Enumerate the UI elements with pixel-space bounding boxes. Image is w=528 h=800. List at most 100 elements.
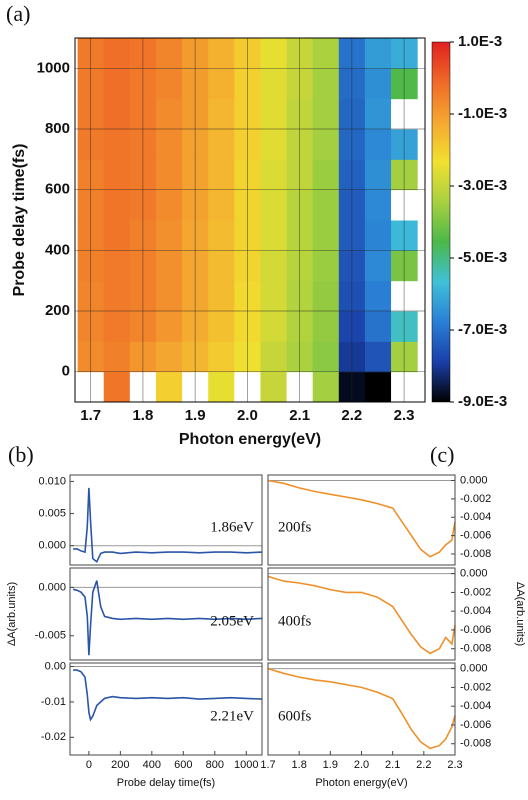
y-tick-label: -0.006 bbox=[460, 530, 491, 542]
heatmap-cell bbox=[364, 38, 392, 69]
heatmap-cell bbox=[364, 371, 392, 402]
heatmap-cell bbox=[208, 38, 235, 69]
annotation: 2.05eV bbox=[210, 613, 254, 629]
heatmap-cell bbox=[312, 159, 340, 191]
y-tick-label: 0.000 bbox=[460, 663, 488, 675]
heatmap-cell bbox=[312, 38, 340, 69]
heatmap-cell bbox=[208, 250, 235, 282]
heatmap-cell bbox=[260, 371, 288, 402]
heatmap-cell bbox=[260, 280, 288, 312]
y-tick-label: 0.000 bbox=[38, 540, 66, 552]
x-tick-label: 0 bbox=[86, 759, 92, 771]
colorbar bbox=[431, 41, 451, 403]
x-tick-label: 1.8 bbox=[132, 407, 153, 424]
heatmap-cell bbox=[312, 341, 340, 373]
heatmap-cell bbox=[103, 38, 131, 69]
y-tick-label: 0 bbox=[62, 363, 70, 380]
x-tick-label: 1.9 bbox=[323, 759, 338, 771]
x-tick-label: 2.0 bbox=[354, 759, 369, 771]
annotation: 600fs bbox=[278, 708, 311, 724]
heatmap-cell bbox=[312, 220, 340, 251]
heatmap-cell bbox=[155, 220, 183, 251]
heatmap-cell bbox=[364, 159, 392, 191]
heatmap-cell bbox=[260, 98, 288, 130]
heatmap-cell bbox=[208, 220, 235, 251]
heatmap-cell bbox=[155, 98, 183, 130]
y-tick-label: 0.005 bbox=[38, 507, 66, 519]
y-tick-label: -0.006 bbox=[460, 624, 491, 636]
heatmap-cell bbox=[103, 280, 131, 312]
y-tick-label: 0.000 bbox=[38, 581, 66, 593]
colorbar-tick-label: 1.0E-3 bbox=[458, 33, 502, 50]
heatmap-cell bbox=[312, 280, 340, 312]
heatmap-cell bbox=[155, 38, 183, 69]
y-tick-label: 0.010 bbox=[38, 475, 66, 487]
y-tick-label: -0.008 bbox=[460, 643, 491, 655]
y-tick-label: 200 bbox=[45, 302, 70, 319]
y-tick-label: -0.01 bbox=[41, 696, 66, 708]
y-tick-label: 0.00 bbox=[45, 660, 66, 672]
colorbar-tick-label: -9.0E-3 bbox=[458, 393, 507, 410]
x-axis-title: Photon energy(eV) bbox=[179, 431, 321, 448]
heatmap-cell bbox=[260, 38, 288, 69]
heatmap-cell bbox=[260, 129, 288, 160]
heatmap-cell bbox=[208, 341, 235, 373]
colorbar-tick-label: -3.0E-3 bbox=[458, 177, 507, 194]
data-line bbox=[267, 667, 456, 750]
heatmap-cell bbox=[364, 280, 392, 312]
x-tick-label: 2.1 bbox=[289, 407, 310, 424]
y-tick-label: -0.004 bbox=[460, 511, 491, 523]
heatmap-cell bbox=[364, 341, 392, 373]
heatmap-cell bbox=[155, 371, 183, 402]
x-tick-label: 1.7 bbox=[260, 759, 275, 771]
heatmap-cell bbox=[208, 159, 235, 191]
x-tick-label: 2.2 bbox=[416, 759, 431, 771]
data-line bbox=[73, 669, 263, 722]
heatmap-cell bbox=[208, 129, 235, 160]
y-tick-label: -0.002 bbox=[460, 586, 491, 598]
heatmap-cell bbox=[364, 68, 392, 100]
colorbar-tick-label: -5.0E-3 bbox=[458, 249, 507, 266]
heatmap-cell bbox=[364, 98, 392, 130]
heatmap-cell bbox=[155, 311, 183, 342]
y-axis-title: ΔA(arb.units) bbox=[6, 582, 18, 646]
heatmap-cell bbox=[103, 189, 131, 221]
colorbar-tick-label: -1.0E-3 bbox=[458, 105, 507, 122]
heatmap-cell bbox=[208, 98, 235, 130]
data-line bbox=[267, 479, 456, 558]
heatmap-cell bbox=[208, 311, 235, 342]
data-line bbox=[267, 575, 456, 655]
x-tick-label: 2.1 bbox=[385, 759, 400, 771]
plot-frame bbox=[267, 567, 456, 661]
y-tick-label: -0.008 bbox=[460, 548, 491, 560]
y-tick-label: -0.004 bbox=[460, 605, 491, 617]
heatmap-cell bbox=[208, 371, 235, 402]
heatmap-cell bbox=[155, 159, 183, 191]
x-axis-title: Photon energy(eV) bbox=[315, 777, 407, 789]
heatmap-cell bbox=[260, 159, 288, 191]
heatmap-cell bbox=[103, 220, 131, 251]
y-tick-label: 600 bbox=[45, 181, 70, 198]
annotation: 1.86eV bbox=[210, 519, 254, 535]
heatmap-cell bbox=[260, 220, 288, 251]
heatmap-cell bbox=[312, 250, 340, 282]
heatmap-cell bbox=[364, 311, 392, 342]
heatmap-cell bbox=[260, 250, 288, 282]
data-line bbox=[73, 487, 263, 564]
heatmap-cell bbox=[208, 68, 235, 100]
y-tick-label: -0.002 bbox=[460, 493, 491, 505]
heatmap-cell bbox=[364, 189, 392, 221]
heatmap-cell bbox=[155, 68, 183, 100]
panel-label: (a) bbox=[6, 1, 30, 26]
y-tick-label: 0.000 bbox=[460, 568, 488, 580]
x-tick-label: 1000 bbox=[234, 759, 258, 771]
x-tick-label: 1.8 bbox=[292, 759, 307, 771]
plot-frame bbox=[69, 567, 263, 661]
heatmap-cell bbox=[260, 189, 288, 221]
x-tick-label: 600 bbox=[174, 759, 192, 771]
annotation: 2.21eV bbox=[210, 708, 254, 724]
y-tick-label: -0.006 bbox=[460, 719, 491, 731]
annotation: 400fs bbox=[278, 613, 311, 629]
heatmap-cell bbox=[312, 189, 340, 221]
